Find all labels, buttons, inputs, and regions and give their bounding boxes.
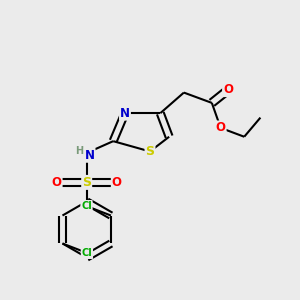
Text: S: S — [82, 176, 91, 189]
Text: O: O — [216, 122, 226, 134]
Text: Cl: Cl — [81, 201, 92, 211]
Text: N: N — [120, 107, 130, 120]
Text: O: O — [223, 83, 233, 96]
Text: Cl: Cl — [82, 248, 92, 258]
Text: H: H — [75, 146, 83, 157]
Text: O: O — [112, 176, 122, 189]
Text: O: O — [52, 176, 62, 189]
Text: S: S — [146, 145, 154, 158]
Text: N: N — [85, 149, 94, 162]
